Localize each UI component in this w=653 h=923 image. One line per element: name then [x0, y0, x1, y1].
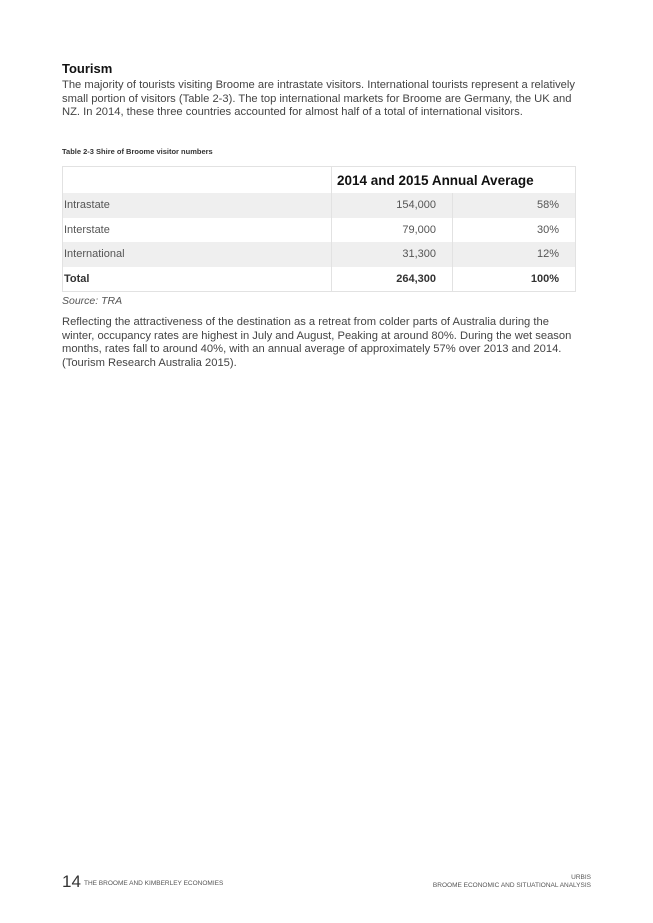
section-heading: Tourism: [62, 61, 113, 76]
paragraph-occupancy: Reflecting the attractiveness of the des…: [62, 316, 572, 369]
paragraph-intro: The majority of tourists visiting Broome…: [62, 79, 575, 119]
footer-left-title: THE BROOME AND KIMBERLEY ECONOMIES: [84, 880, 224, 887]
table-total-row: Total 264,300 100%: [62, 266, 576, 293]
page-number: 14: [62, 872, 81, 891]
table-row: Intrastate 154,000 58%: [62, 193, 576, 218]
footer-brand: URBIS: [571, 874, 591, 881]
table-row: International 31,300 12%: [62, 242, 576, 267]
visitor-table: 2014 and 2015 Annual Average Intrastate …: [62, 166, 576, 293]
table-source: Source: TRA: [62, 295, 123, 307]
footer-right-title: BROOME ECONOMIC AND SITUATIONAL ANALYSIS: [432, 882, 591, 889]
table-caption: Table 2-3 Shire of Broome visitor number…: [62, 147, 213, 156]
table-header-row: 2014 and 2015 Annual Average: [62, 166, 576, 193]
table-row: Interstate 79,000 30%: [62, 217, 576, 243]
table-header: 2014 and 2015 Annual Average: [331, 166, 576, 193]
footer-right: URBIS BROOME ECONOMIC AND SITUATIONAL AN…: [433, 874, 591, 890]
